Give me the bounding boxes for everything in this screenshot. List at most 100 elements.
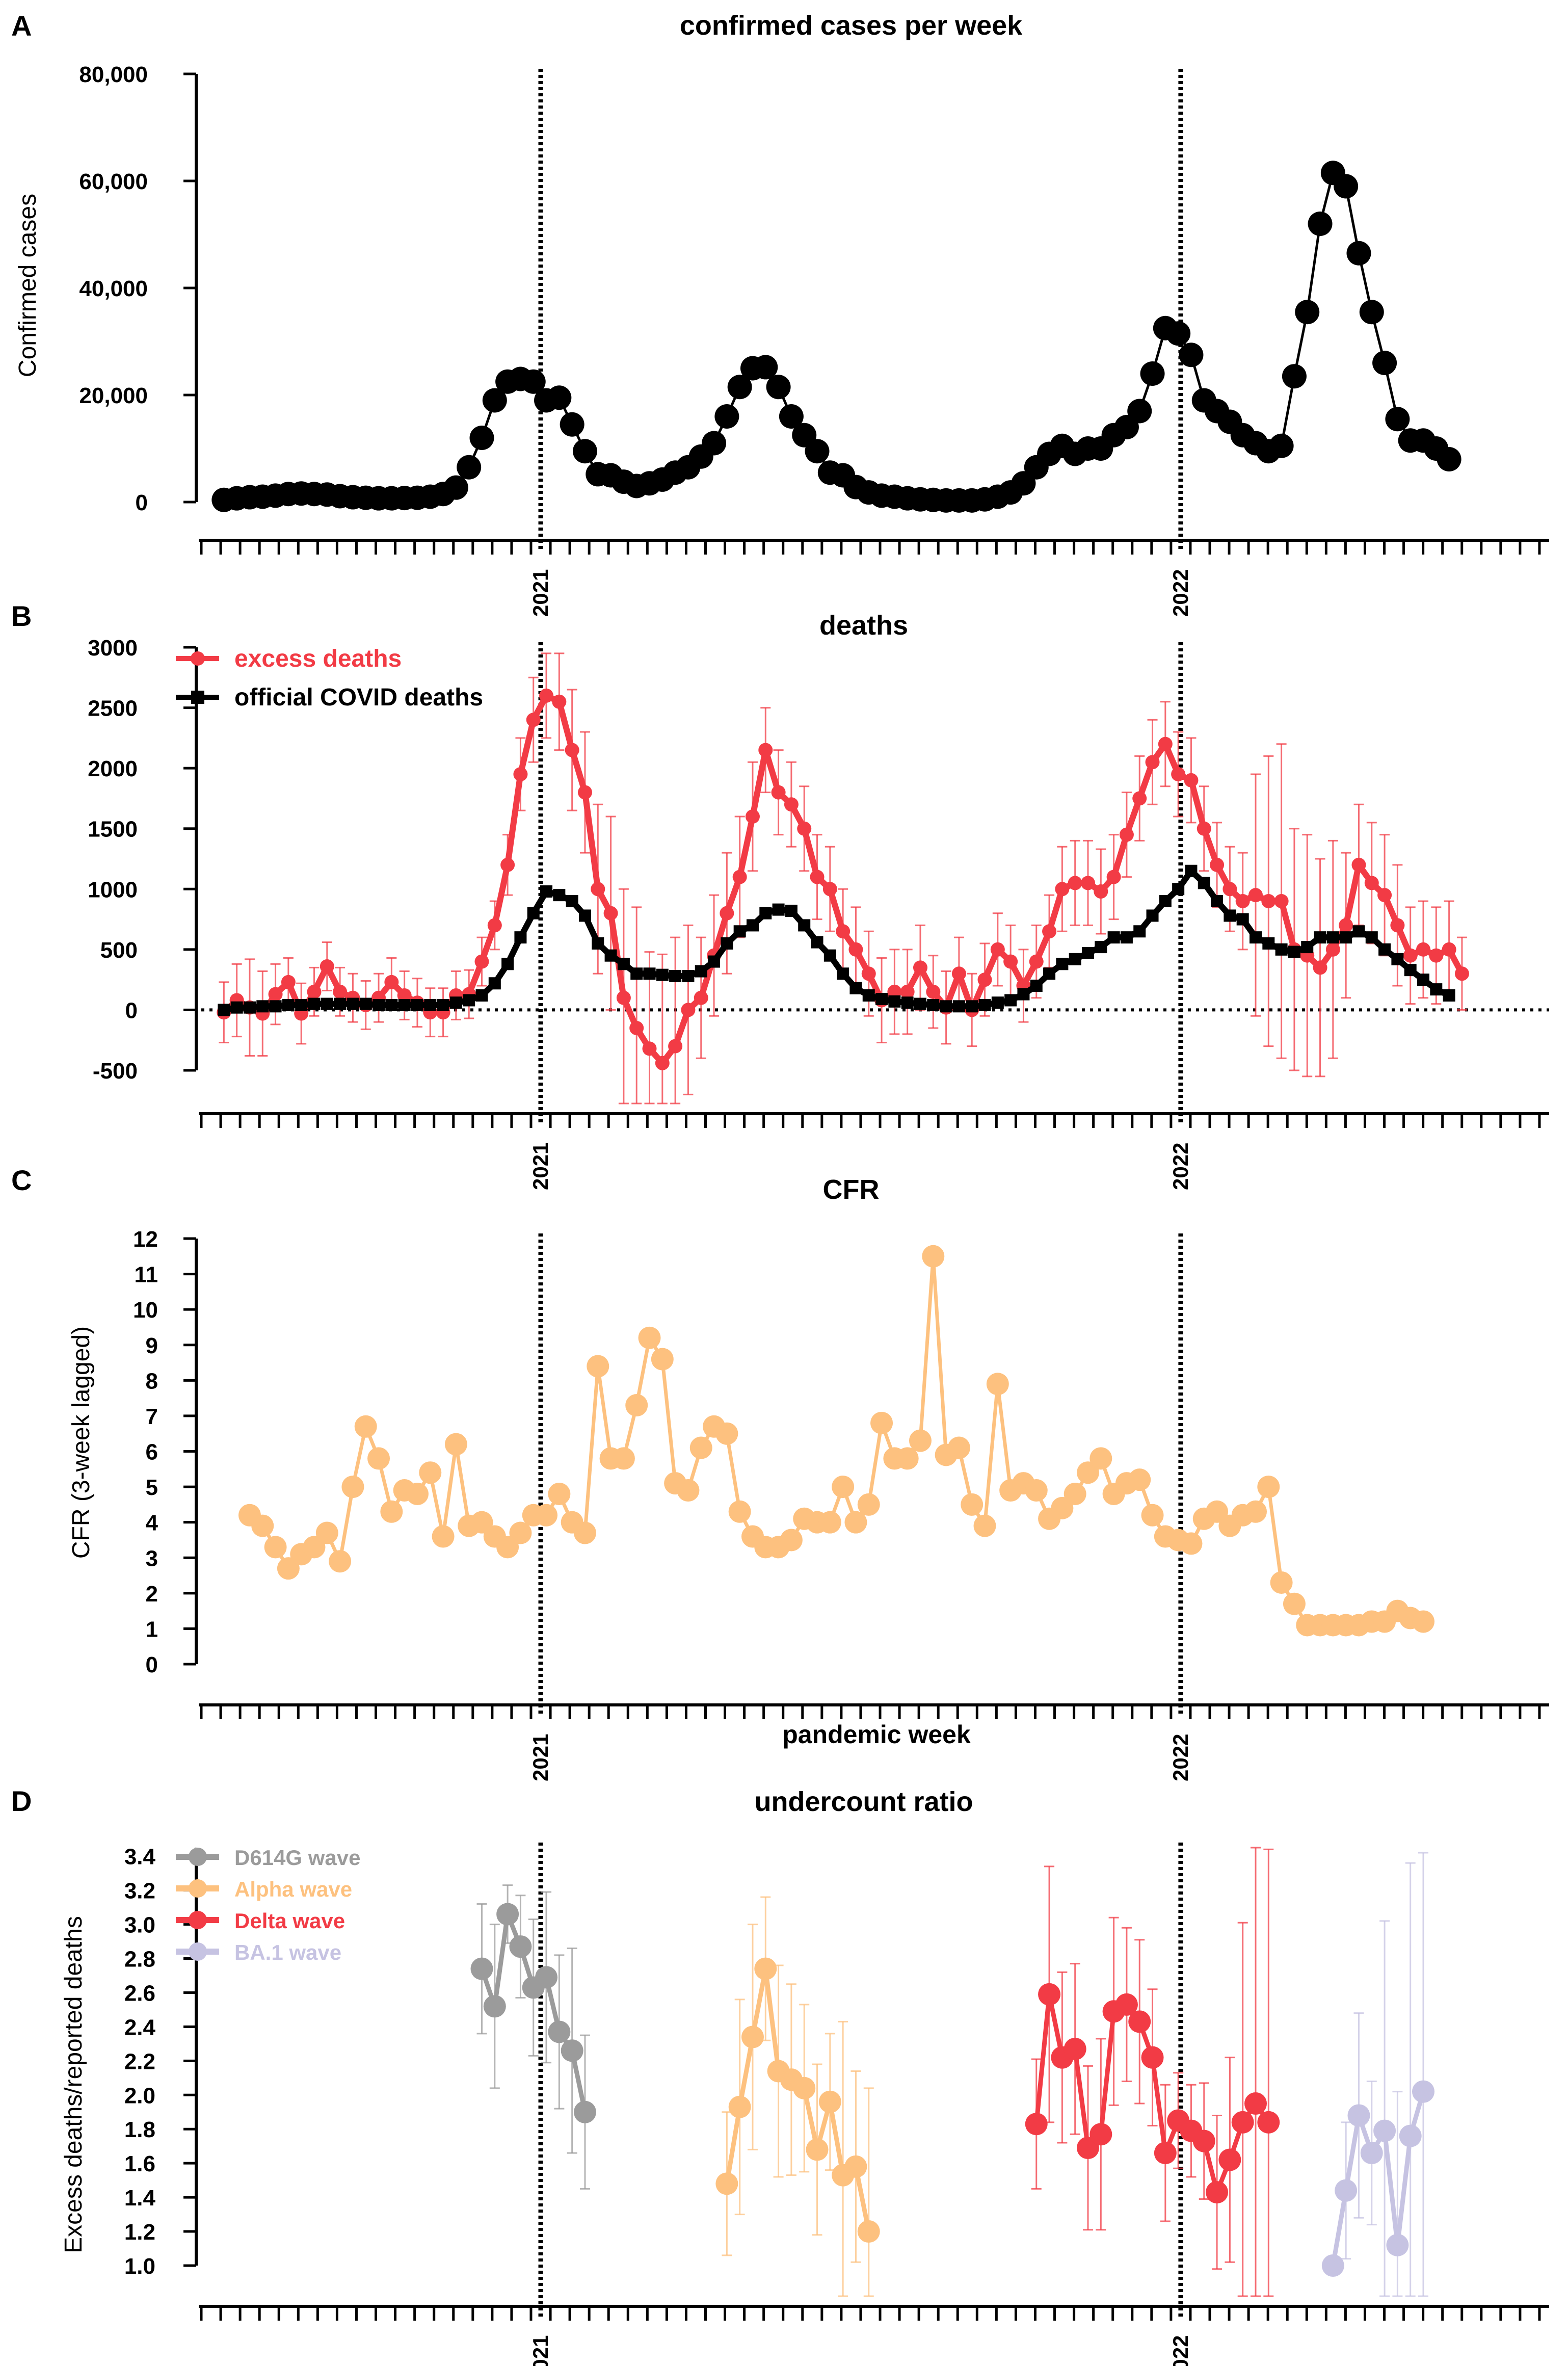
point-2-0-35	[689, 1436, 712, 1459]
point-1-1-35	[669, 970, 682, 983]
point-1-0-94	[1429, 948, 1444, 963]
point-2-0-47	[844, 1511, 867, 1534]
point-1-1-25	[540, 885, 553, 898]
point-0-0-43	[766, 375, 791, 400]
y-tick-label-3-8: 2.6	[124, 1981, 155, 2006]
point-1-0-68	[1094, 884, 1108, 899]
point-1-0-64	[1042, 924, 1057, 939]
point-3-0-2	[496, 1903, 519, 1926]
y-tick-label-2-9: 9	[146, 1333, 158, 1358]
y-tick-label-0-4: 80,000	[79, 62, 148, 87]
point-3-1-0	[715, 2172, 738, 2195]
point-1-0-95	[1442, 942, 1456, 957]
point-1-1-79	[1236, 913, 1249, 926]
y-tick-label-3-3: 1.6	[124, 2151, 155, 2176]
y-tick-label-1-7: 3000	[88, 636, 138, 661]
point-2-0-18	[470, 1511, 493, 1534]
point-1-1-38	[708, 955, 721, 968]
point-3-2-9	[1141, 2046, 1164, 2069]
point-1-0-47	[822, 882, 837, 897]
panel-a-title: confirmed cases per week	[680, 10, 1023, 41]
point-2-0-34	[677, 1479, 700, 1502]
point-2-0-15	[432, 1525, 455, 1548]
point-1-1-19	[463, 994, 475, 1007]
point-1-1-8	[321, 997, 333, 1010]
point-1-0-54	[913, 960, 927, 975]
point-1-1-45	[798, 919, 811, 932]
point-1-0-86	[1325, 942, 1340, 957]
point-2-0-13	[406, 1483, 429, 1505]
panel-a-ylabel: Confirmed cases	[14, 194, 41, 377]
point-1-0-29	[591, 882, 605, 897]
point-2-0-16	[444, 1433, 467, 1456]
point-2-0-80	[1270, 1571, 1293, 1594]
point-3-2-13	[1192, 2130, 1215, 2152]
point-1-1-36	[682, 970, 695, 983]
point-1-1-46	[811, 936, 823, 949]
y-tick-label-3-0: 1.0	[124, 2254, 155, 2279]
point-3-2-7	[1115, 1993, 1138, 2016]
y-tick-label-2-1: 1	[146, 1617, 158, 1642]
point-1-0-96	[1454, 966, 1469, 981]
point-1-1-73	[1159, 895, 1172, 907]
point-1-1-56	[940, 1000, 952, 1013]
point-1-1-47	[823, 949, 836, 962]
point-1-0-41	[745, 809, 760, 824]
year-marker-label-1-0: 2021	[528, 1143, 552, 1190]
year-marker-label-2-1: 2022	[1168, 1734, 1192, 1781]
point-1-1-41	[746, 919, 759, 932]
point-1-1-77	[1211, 895, 1224, 907]
point-1-1-69	[1107, 931, 1120, 944]
point-1-1-82	[1275, 943, 1288, 956]
point-1-1-15	[411, 998, 423, 1011]
series-1-1	[218, 864, 1455, 1016]
point-1-0-28	[577, 785, 592, 800]
point-1-0-31	[616, 990, 631, 1005]
point-3-1-7	[806, 2138, 829, 2161]
panel-c: C CFR CFR (3-week lagged) pandemic week …	[11, 1164, 1549, 1781]
point-2-0-70	[1141, 1504, 1164, 1527]
point-3-2-1	[1038, 1983, 1061, 2006]
point-0-0-20	[469, 426, 494, 450]
point-0-0-85	[1308, 212, 1333, 236]
point-2-0-11	[380, 1500, 403, 1523]
point-1-1-16	[424, 998, 437, 1011]
legend-marker-3-2	[189, 1911, 207, 1929]
point-1-1-57	[952, 1000, 965, 1013]
point-1-0-53	[900, 984, 915, 999]
legend-marker-3-0	[189, 1848, 207, 1866]
point-1-0-25	[539, 688, 554, 703]
point-1-1-5	[282, 998, 295, 1011]
year-marker-label-2-0: 2021	[528, 1734, 552, 1781]
point-1-1-6	[295, 998, 308, 1011]
point-1-0-80	[1248, 888, 1263, 903]
point-1-0-4	[268, 987, 283, 1002]
legend-label-1-1: official COVID deaths	[234, 684, 483, 711]
point-1-0-72	[1145, 755, 1160, 770]
series-2-0	[238, 1245, 1435, 1637]
point-1-0-35	[668, 1039, 683, 1054]
y-tick-label-1-2: 500	[100, 938, 138, 963]
y-tick-label-2-5: 5	[146, 1475, 158, 1500]
point-3-2-0	[1025, 2113, 1048, 2136]
point-0-0-42	[753, 355, 778, 380]
point-1-0-78	[1222, 882, 1237, 897]
point-1-0-59	[977, 972, 992, 987]
point-2-0-55	[947, 1436, 970, 1459]
point-3-2-16	[1231, 2111, 1254, 2134]
point-0-0-18	[443, 475, 468, 500]
point-1-0-9	[333, 984, 348, 999]
point-0-0-87	[1334, 174, 1359, 199]
point-1-0-65	[1055, 882, 1070, 897]
point-1-0-36	[681, 1003, 696, 1017]
point-2-0-56	[961, 1493, 984, 1516]
point-2-0-69	[1128, 1468, 1151, 1491]
point-2-0-5	[303, 1536, 326, 1559]
y-tick-label-2-10: 10	[133, 1298, 158, 1323]
point-2-0-32	[651, 1348, 674, 1371]
year-marker-label-1-1: 2022	[1168, 1143, 1192, 1190]
point-3-2-17	[1244, 2092, 1267, 2115]
point-1-0-61	[1003, 954, 1018, 969]
y-tick-label-3-10: 3.0	[124, 1913, 155, 1938]
point-1-0-90	[1377, 888, 1392, 903]
